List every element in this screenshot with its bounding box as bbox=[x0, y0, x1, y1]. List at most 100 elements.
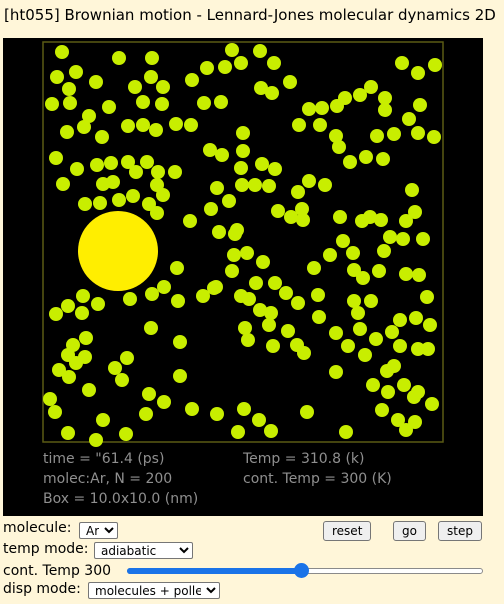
molecule bbox=[241, 333, 255, 347]
molecule bbox=[218, 60, 232, 74]
control-temp-slider[interactable] bbox=[127, 563, 483, 578]
molecule bbox=[157, 280, 171, 294]
molecule bbox=[237, 402, 251, 416]
molecule bbox=[346, 246, 360, 260]
molecule bbox=[370, 129, 384, 143]
molecule bbox=[200, 61, 214, 75]
molecule bbox=[242, 292, 256, 306]
molecule bbox=[121, 119, 135, 133]
molecule bbox=[377, 244, 391, 258]
temp-mode-label: temp mode: bbox=[3, 541, 89, 557]
molecule bbox=[145, 51, 159, 65]
molecule bbox=[353, 322, 367, 336]
molecule bbox=[383, 230, 397, 244]
temp-mode-select[interactable]: adiabatic bbox=[94, 542, 193, 559]
go-button[interactable]: go bbox=[393, 521, 426, 541]
molecule bbox=[55, 45, 69, 59]
molecule bbox=[408, 415, 422, 429]
molecule bbox=[393, 339, 407, 353]
molecule bbox=[52, 363, 66, 377]
pollen-particle bbox=[78, 211, 158, 291]
simulation-canvas[interactable] bbox=[3, 38, 483, 516]
molecule bbox=[139, 407, 153, 421]
molecule bbox=[96, 177, 110, 191]
molecule-select[interactable]: Ar bbox=[79, 522, 118, 539]
molecule bbox=[70, 162, 84, 176]
molecule bbox=[329, 129, 343, 143]
molecule bbox=[252, 413, 266, 427]
molecule bbox=[416, 232, 430, 246]
molecule bbox=[142, 197, 156, 211]
molecule bbox=[214, 95, 228, 109]
molecule bbox=[364, 294, 378, 308]
molecule bbox=[62, 82, 76, 96]
molecule bbox=[409, 311, 423, 325]
molecule bbox=[411, 385, 425, 399]
molecule bbox=[378, 103, 392, 117]
molecule bbox=[291, 296, 305, 310]
molecule bbox=[396, 232, 410, 246]
molecule bbox=[121, 155, 135, 169]
molecule bbox=[338, 91, 352, 105]
molecule bbox=[268, 276, 282, 290]
molecule bbox=[49, 307, 63, 321]
molecule bbox=[196, 289, 210, 303]
reset-button[interactable]: reset bbox=[323, 521, 372, 541]
molecule bbox=[77, 120, 91, 134]
molecule bbox=[411, 66, 425, 80]
molecule bbox=[60, 125, 74, 139]
control-temp-label: cont. Temp 300 bbox=[3, 563, 112, 579]
step-button[interactable]: step bbox=[438, 521, 482, 541]
slider-thumb[interactable] bbox=[294, 563, 310, 578]
molecule bbox=[385, 325, 399, 339]
molecule bbox=[312, 310, 326, 324]
molecule bbox=[151, 165, 165, 179]
molecule bbox=[235, 178, 249, 192]
molecule bbox=[347, 294, 361, 308]
molecule bbox=[170, 261, 184, 275]
molecule bbox=[185, 73, 199, 87]
molecule bbox=[93, 196, 107, 210]
molecule bbox=[171, 294, 185, 308]
molecule bbox=[395, 56, 409, 70]
molecule bbox=[296, 213, 310, 227]
molecule bbox=[126, 189, 140, 203]
molecule bbox=[268, 162, 282, 176]
molecule bbox=[380, 364, 394, 378]
molecule bbox=[227, 248, 241, 262]
molecule bbox=[173, 335, 187, 349]
molecule bbox=[128, 80, 142, 94]
molecule bbox=[399, 214, 413, 228]
molecule bbox=[355, 214, 369, 228]
molecule bbox=[63, 96, 77, 110]
molecule bbox=[347, 263, 361, 277]
molecule bbox=[253, 303, 267, 317]
molecule bbox=[120, 351, 134, 365]
molecule bbox=[225, 264, 239, 278]
molecule bbox=[210, 407, 224, 421]
molecule bbox=[112, 193, 126, 207]
molecule bbox=[397, 378, 411, 392]
molecule bbox=[119, 427, 133, 441]
molecule bbox=[375, 403, 389, 417]
molecule bbox=[411, 342, 425, 356]
molecule bbox=[129, 165, 143, 179]
molecule bbox=[254, 81, 268, 95]
molecule bbox=[204, 202, 218, 216]
molecule bbox=[427, 130, 441, 144]
molecule bbox=[399, 423, 413, 437]
molecule bbox=[255, 157, 269, 171]
molecule bbox=[425, 397, 439, 411]
molecule bbox=[428, 58, 442, 72]
simulation-svg bbox=[42, 41, 444, 447]
molecule bbox=[336, 234, 350, 248]
display-mode-select[interactable]: molecules + pollen bbox=[88, 582, 220, 599]
molecule bbox=[210, 181, 224, 195]
molecule-readout: molec:Ar, N = 200 bbox=[43, 471, 173, 487]
time-readout: time = "61.4 (ps) bbox=[43, 451, 165, 467]
molecule bbox=[329, 326, 343, 340]
molecule bbox=[62, 370, 76, 384]
molecule bbox=[262, 179, 276, 193]
molecule bbox=[351, 306, 365, 320]
molecule bbox=[173, 369, 187, 383]
